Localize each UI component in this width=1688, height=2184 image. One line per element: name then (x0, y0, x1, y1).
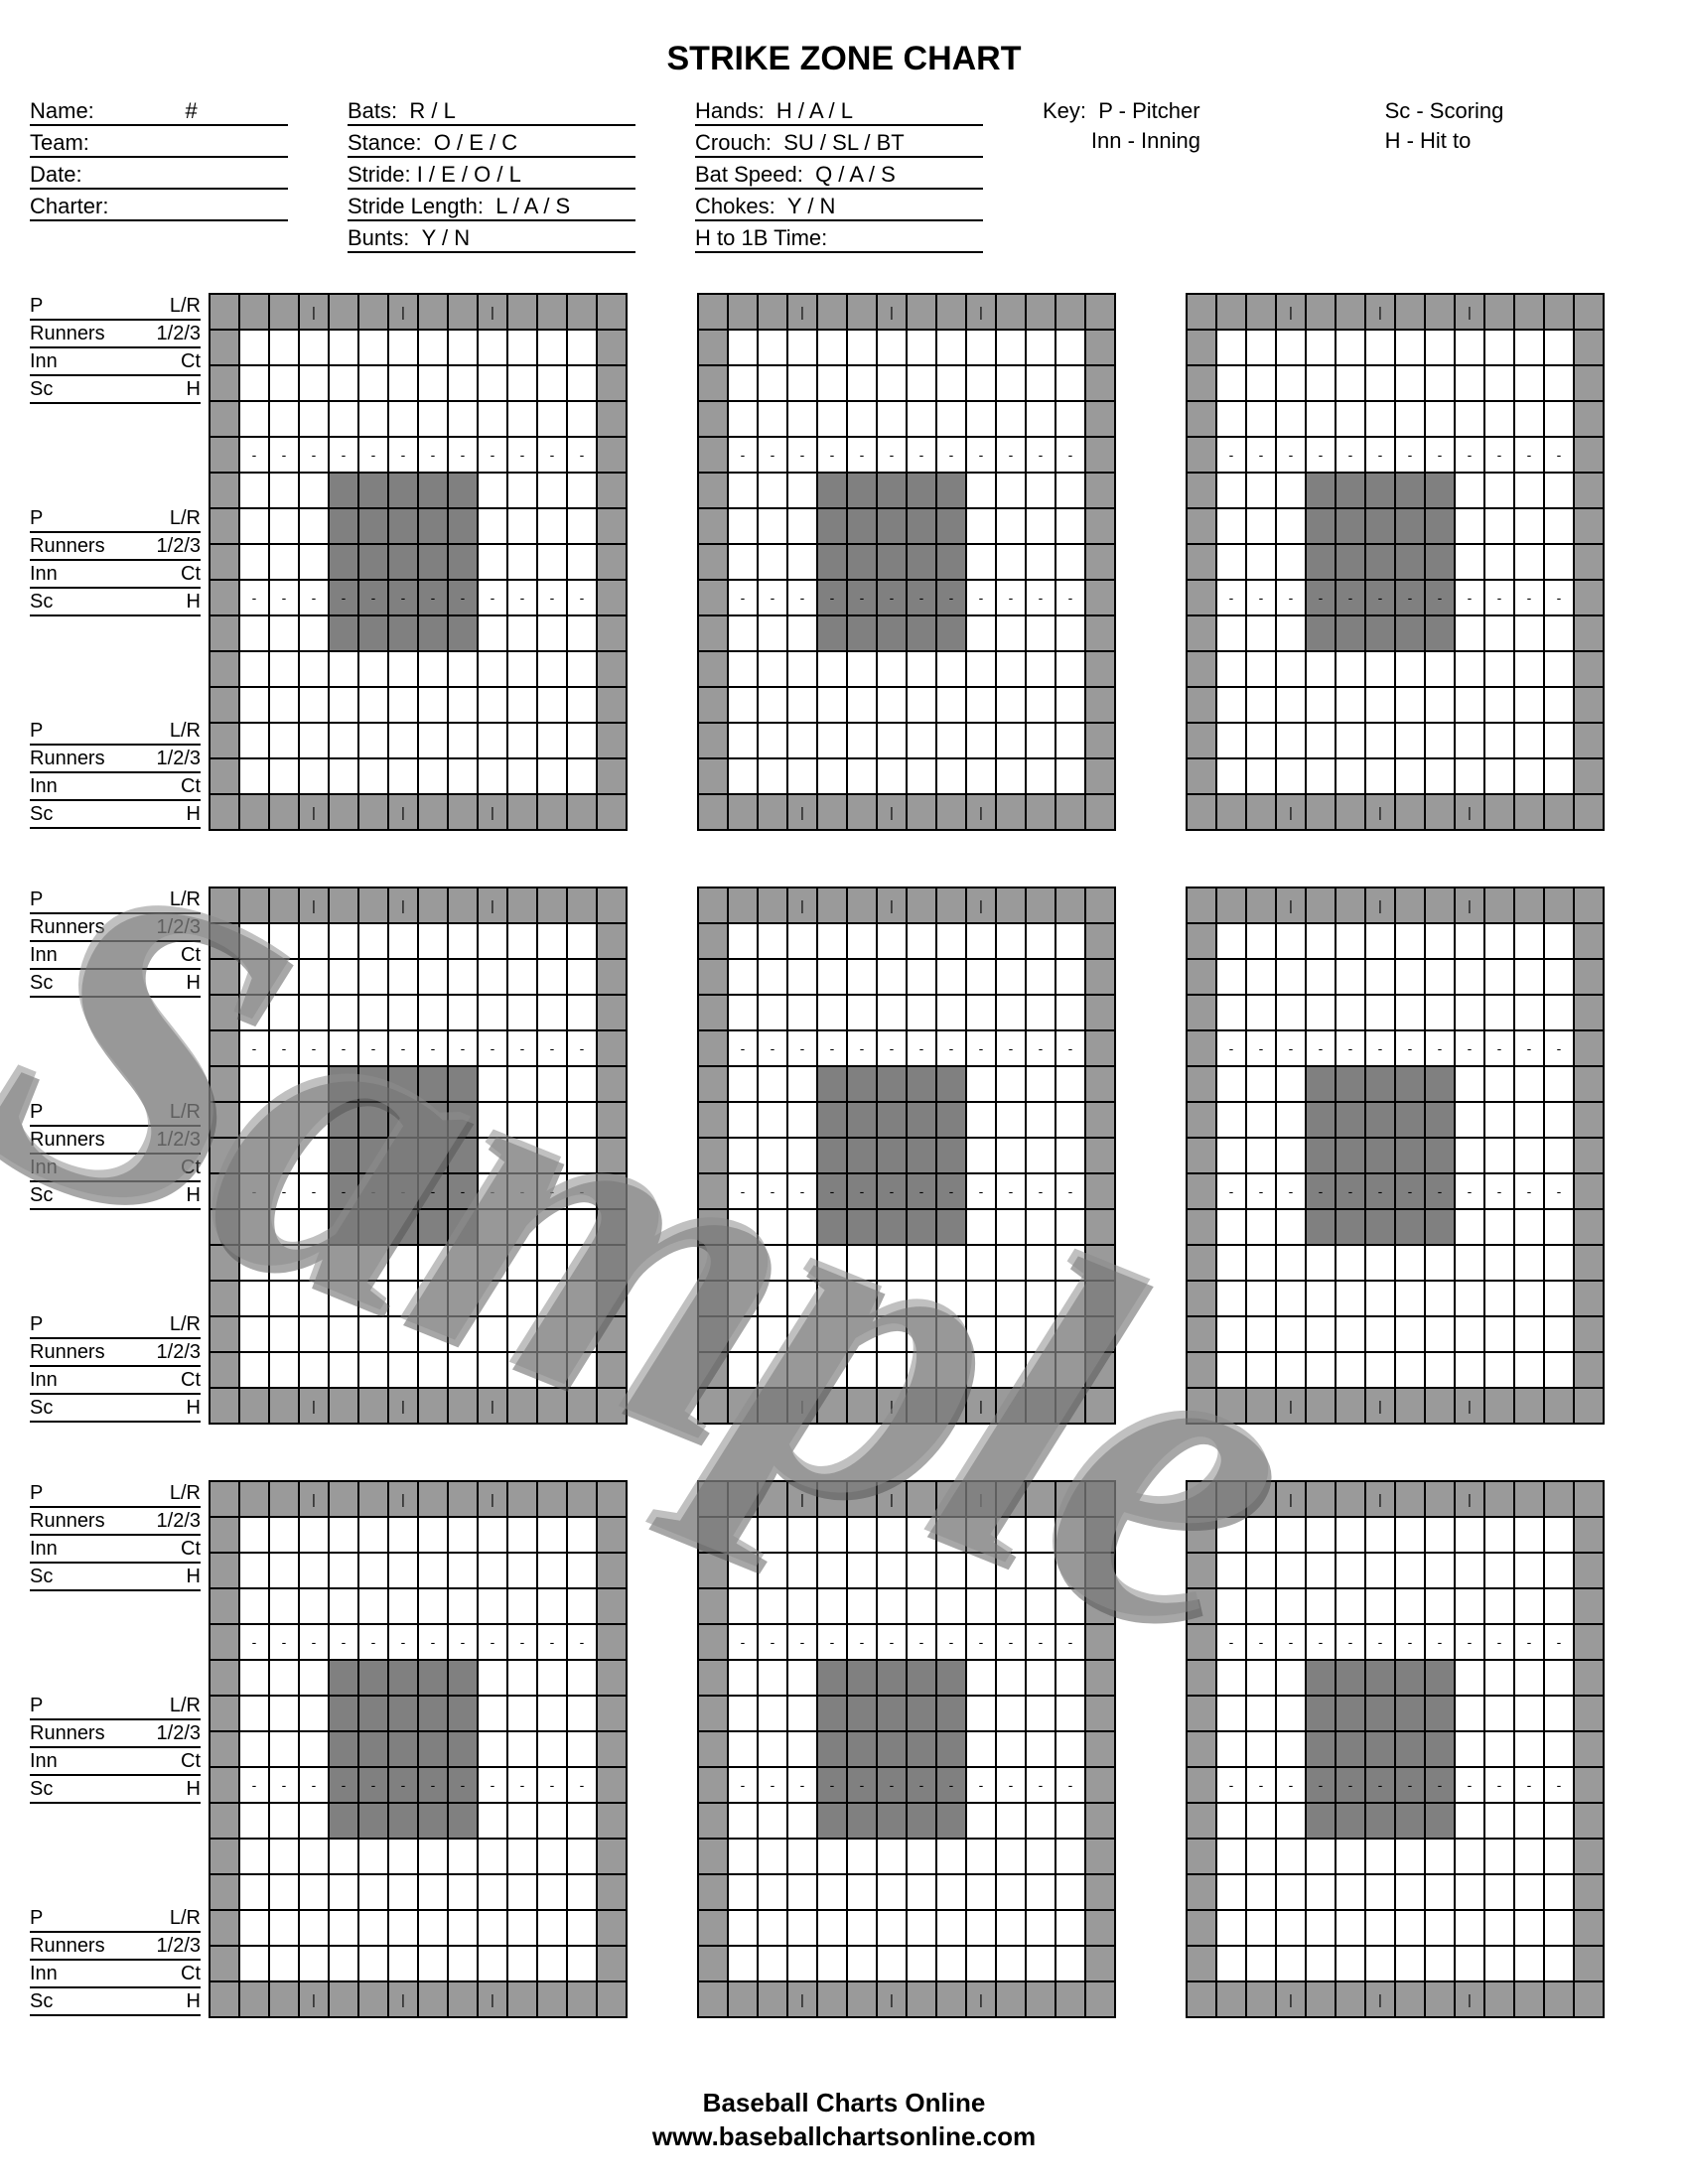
key-item: Key: P - Pitcher (1043, 98, 1355, 124)
info-stack: PL/RRunners1/2/3InnCtScHPL/RRunners1/2/3… (30, 293, 209, 829)
info-line: Runners1/2/3 (30, 1933, 201, 1961)
game-info-block: PL/RRunners1/2/3InnCtScH (30, 718, 201, 829)
game-info-block: PL/RRunners1/2/3InnCtScH (30, 1480, 201, 1591)
header-field: Name: # (30, 98, 288, 126)
info-line: InnCt (30, 561, 201, 589)
info-stack: PL/RRunners1/2/3InnCtScHPL/RRunners1/2/3… (30, 887, 209, 1423)
info-line: PL/R (30, 293, 201, 321)
header-field: Date: (30, 162, 288, 190)
info-line: ScH (30, 376, 201, 404)
info-line: ScH (30, 589, 201, 616)
header-col-batting: Bats: R / L Stance: O / E / C Stride: I / … (348, 98, 635, 253)
strike-zone-grid: |||------------------------||| (209, 293, 628, 831)
game-info-block: PL/RRunners1/2/3InnCtScH (30, 293, 201, 404)
header-field: Stride: I / E / O / L (348, 162, 635, 190)
game-info-block: PL/RRunners1/2/3InnCtScH (30, 1099, 201, 1210)
info-line: InnCt (30, 1961, 201, 1988)
strike-zone-grid: |||------------------------||| (1186, 1480, 1605, 2018)
charts-area: PL/RRunners1/2/3InnCtScHPL/RRunners1/2/3… (30, 293, 1658, 2018)
info-line: Runners1/2/3 (30, 533, 201, 561)
info-line: Runners1/2/3 (30, 1720, 201, 1748)
info-line: InnCt (30, 1748, 201, 1776)
game-info-block: PL/RRunners1/2/3InnCtScH (30, 505, 201, 616)
strike-zone-grid: |||------------------------||| (209, 887, 628, 1425)
info-line: InnCt (30, 773, 201, 801)
info-line: PL/R (30, 887, 201, 914)
info-line: ScH (30, 1395, 201, 1423)
header-col-mechanics: Hands: H / A / L Crouch: SU / SL / BT Bat … (695, 98, 983, 253)
info-line: ScH (30, 801, 201, 829)
info-line: PL/R (30, 718, 201, 746)
info-line: ScH (30, 1182, 201, 1210)
grid-group: |||------------------------||||||-------… (209, 887, 1658, 1425)
header-field: Crouch: SU / SL / BT (695, 130, 983, 158)
info-line: InnCt (30, 942, 201, 970)
header-field: H to 1B Time: (695, 225, 983, 253)
info-line: Runners1/2/3 (30, 1127, 201, 1155)
info-line: PL/R (30, 505, 201, 533)
header-field: Bunts: Y / N (348, 225, 635, 253)
footer-url: www.baseballchartsonline.com (0, 2120, 1688, 2154)
info-line: ScH (30, 1776, 201, 1804)
strike-zone-grid: |||------------------------||| (697, 293, 1116, 831)
header-field: Chokes: Y / N (695, 194, 983, 221)
info-line: ScH (30, 970, 201, 998)
key-item: Inn - Inning (1043, 128, 1355, 154)
info-line: PL/R (30, 1905, 201, 1933)
game-info-block: PL/RRunners1/2/3InnCtScH (30, 1905, 201, 2016)
chart-row: PL/RRunners1/2/3InnCtScHPL/RRunners1/2/3… (30, 293, 1658, 831)
header-field: Stride Length: L / A / S (348, 194, 635, 221)
info-line: InnCt (30, 348, 201, 376)
strike-zone-grid: |||------------------------||| (1186, 293, 1605, 831)
strike-zone-grid: |||------------------------||| (209, 1480, 628, 2018)
header-field: Team: (30, 130, 288, 158)
info-line: PL/R (30, 1099, 201, 1127)
strike-zone-grid: |||------------------------||| (1186, 887, 1605, 1425)
info-stack: PL/RRunners1/2/3InnCtScHPL/RRunners1/2/3… (30, 1480, 209, 2016)
info-line: Runners1/2/3 (30, 1508, 201, 1536)
game-info-block: PL/RRunners1/2/3InnCtScH (30, 887, 201, 998)
header-row: Name: # Team: Date: Charter: Bats: R / L St… (30, 98, 1658, 253)
info-line: Runners1/2/3 (30, 321, 201, 348)
chart-row: PL/RRunners1/2/3InnCtScHPL/RRunners1/2/3… (30, 1480, 1658, 2018)
info-line: PL/R (30, 1693, 201, 1720)
strike-zone-grid: |||------------------------||| (697, 1480, 1116, 2018)
info-line: Runners1/2/3 (30, 914, 201, 942)
header-field: Bats: R / L (348, 98, 635, 126)
page: STRIKE ZONE CHART Name: # Team: Date: Char… (0, 0, 1688, 2184)
header-col-key: Key: P - Pitcher Sc - Scoring Inn - Innin… (1043, 98, 1658, 253)
info-line: ScH (30, 1564, 201, 1591)
footer: Baseball Charts Online www.baseballchart… (0, 2087, 1688, 2154)
game-info-block: PL/RRunners1/2/3InnCtScH (30, 1311, 201, 1423)
page-title: STRIKE ZONE CHART (30, 40, 1658, 78)
header-col-player: Name: # Team: Date: Charter: (30, 98, 288, 253)
game-info-block: PL/RRunners1/2/3InnCtScH (30, 1693, 201, 1804)
key-item: Sc - Scoring (1385, 98, 1658, 124)
header-field: Charter: (30, 194, 288, 221)
info-line: InnCt (30, 1367, 201, 1395)
key-legend: Key: P - Pitcher Sc - Scoring Inn - Innin… (1043, 98, 1658, 154)
info-line: Runners1/2/3 (30, 1339, 201, 1367)
strike-zone-grid: |||------------------------||| (697, 887, 1116, 1425)
info-line: PL/R (30, 1311, 201, 1339)
info-line: InnCt (30, 1155, 201, 1182)
info-line: Runners1/2/3 (30, 746, 201, 773)
header-field: Hands: H / A / L (695, 98, 983, 126)
info-line: InnCt (30, 1536, 201, 1564)
key-item: H - Hit to (1385, 128, 1658, 154)
footer-brand: Baseball Charts Online (0, 2087, 1688, 2120)
grid-group: |||------------------------||||||-------… (209, 293, 1658, 831)
chart-row: PL/RRunners1/2/3InnCtScHPL/RRunners1/2/3… (30, 887, 1658, 1425)
header-field: Stance: O / E / C (348, 130, 635, 158)
header-field: Bat Speed: Q / A / S (695, 162, 983, 190)
info-line: PL/R (30, 1480, 201, 1508)
grid-group: |||------------------------||||||-------… (209, 1480, 1658, 2018)
info-line: ScH (30, 1988, 201, 2016)
